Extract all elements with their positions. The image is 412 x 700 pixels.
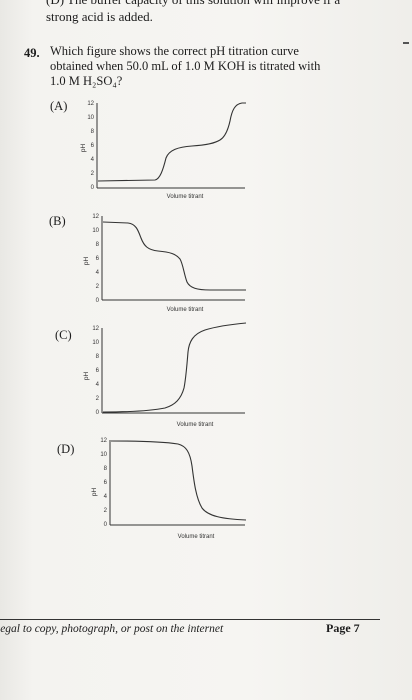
- tick-label: 10: [92, 340, 99, 346]
- page-number: Page 7: [326, 621, 360, 635]
- tick-label: 10: [87, 115, 94, 121]
- footer-notice: legal to copy, photograph, or post on th…: [0, 623, 224, 635]
- tick-label: 6: [96, 256, 100, 262]
- titration-curve: [110, 440, 247, 521]
- tick-label: 8: [96, 242, 100, 248]
- y-axis-label: pH: [80, 144, 87, 153]
- previous-choice-continuation: strong acid is added.: [46, 9, 153, 24]
- tick-label: 0: [96, 298, 100, 304]
- tick-label: 12: [92, 214, 99, 220]
- graph-a: 12 10 8 6 4 2 0 pH Volume titrant: [80, 101, 246, 200]
- tick-label: 4: [96, 382, 100, 388]
- titration-curve: [97, 102, 246, 182]
- x-axis-label: Volume titrant: [177, 422, 214, 428]
- titration-curve: [102, 221, 246, 291]
- tick-label: 8: [91, 129, 95, 135]
- tick-label: 12: [92, 326, 99, 332]
- x-axis-label: Volume titrant: [167, 307, 204, 313]
- tick-label: 4: [96, 270, 100, 276]
- x-axis-label: Volume titrant: [167, 194, 204, 200]
- tick-label: 6: [91, 143, 95, 149]
- tick-label: 10: [100, 452, 107, 458]
- question-line: obtained when 50.0 mL of 1.0 M KOH is ti…: [50, 59, 321, 73]
- y-axis-label: pH: [83, 372, 90, 381]
- graph-b: 12 10 8 6 4 2 0 pH Volume titrant: [83, 214, 246, 313]
- tick-label: 6: [104, 480, 108, 486]
- question-number: 49.: [24, 46, 40, 60]
- tick-label: 2: [96, 396, 100, 402]
- option-d-label: (D): [57, 442, 75, 456]
- tick-label: 12: [87, 101, 94, 107]
- tick-label: 4: [91, 157, 95, 163]
- tick-label: 4: [104, 494, 108, 500]
- option-b-label: (B): [49, 214, 66, 228]
- previous-choice-d: (D) The buffer capacity of this solution…: [46, 0, 340, 8]
- titration-curve: [102, 322, 247, 413]
- tick-label: 2: [91, 171, 95, 177]
- question-line: 1.0 M H₂SO₄?: [50, 74, 123, 88]
- graph-d: 12 10 8 6 4 2 0 pH Volume titrant: [91, 438, 247, 540]
- tick-label: 6: [96, 368, 100, 374]
- tick-label: 2: [104, 508, 108, 514]
- tick-label: 0: [104, 522, 108, 528]
- option-a-label: (A): [50, 99, 68, 113]
- tick-label: 12: [100, 438, 107, 444]
- tick-label: 8: [104, 466, 108, 472]
- question-line: Which figure shows the correct pH titrat…: [50, 44, 299, 58]
- x-axis-label: Volume titrant: [178, 534, 215, 540]
- graph-c: 12 10 8 6 4 2 0 pH Volume titrant: [83, 322, 247, 428]
- tick-label: 0: [96, 410, 100, 416]
- tick-label: 8: [96, 354, 100, 360]
- y-axis-label: pH: [91, 488, 98, 497]
- y-axis-label: pH: [83, 257, 90, 266]
- tick-label: 10: [92, 228, 99, 234]
- tick-label: 0: [91, 185, 95, 191]
- question-text: Which figure shows the correct pH titrat…: [50, 44, 350, 89]
- tick-label: 2: [96, 284, 100, 290]
- margin-mark: [403, 42, 409, 44]
- footer-rule: [0, 619, 380, 620]
- option-c-label: (C): [55, 328, 72, 342]
